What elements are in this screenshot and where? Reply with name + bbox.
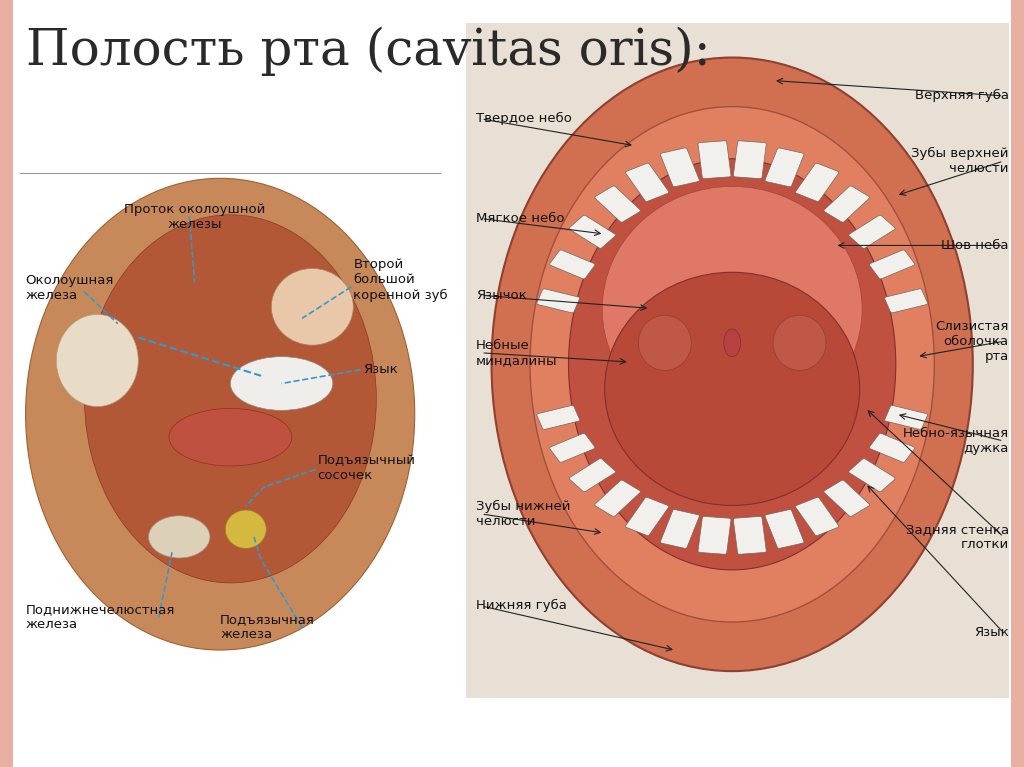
Ellipse shape [773, 315, 826, 370]
Text: Шов неба: Шов неба [941, 239, 1009, 252]
Text: Подъязычная
железа: Подъязычная железа [220, 614, 315, 641]
FancyBboxPatch shape [698, 141, 731, 179]
FancyBboxPatch shape [765, 148, 804, 187]
Ellipse shape [492, 58, 973, 671]
FancyBboxPatch shape [765, 509, 804, 548]
FancyBboxPatch shape [550, 433, 595, 463]
Ellipse shape [602, 186, 862, 432]
FancyBboxPatch shape [885, 406, 928, 430]
FancyBboxPatch shape [595, 480, 641, 516]
Text: Нижняя губа: Нижняя губа [476, 599, 567, 613]
Text: Мягкое небо: Мягкое небо [476, 212, 564, 225]
Text: Околоушная
железа: Околоушная железа [26, 274, 114, 301]
FancyBboxPatch shape [885, 288, 928, 313]
Text: Язык: Язык [974, 627, 1009, 639]
Text: Зубы верхней
челюсти: Зубы верхней челюсти [911, 147, 1009, 175]
Ellipse shape [26, 179, 415, 650]
Text: Язычок: Язычок [476, 289, 527, 301]
FancyBboxPatch shape [626, 163, 669, 202]
FancyBboxPatch shape [660, 148, 699, 187]
Text: Небно-язычная
дужка: Небно-язычная дужка [902, 427, 1009, 455]
Ellipse shape [638, 315, 691, 370]
FancyBboxPatch shape [569, 216, 615, 249]
FancyBboxPatch shape [626, 497, 669, 535]
Text: Полость рта (cavitas oris):: Полость рта (cavitas oris): [26, 27, 711, 77]
Ellipse shape [169, 408, 292, 466]
Bar [466, 23, 1009, 698]
Ellipse shape [568, 159, 896, 570]
FancyBboxPatch shape [595, 186, 641, 222]
Ellipse shape [271, 268, 353, 345]
FancyBboxPatch shape [869, 433, 914, 463]
Text: Слизистая
оболочка
рта: Слизистая оболочка рта [935, 320, 1009, 363]
Ellipse shape [530, 107, 934, 622]
FancyBboxPatch shape [698, 516, 731, 555]
Bar [0, 0, 13, 767]
Text: Подъязычный
сосочек: Подъязычный сосочек [317, 454, 416, 482]
Text: Твердое небо: Твердое небо [476, 112, 572, 126]
FancyBboxPatch shape [733, 516, 766, 555]
FancyBboxPatch shape [537, 406, 580, 430]
Text: Язык: Язык [364, 364, 398, 376]
FancyBboxPatch shape [796, 497, 839, 535]
Text: Зубы нижней
челюсти: Зубы нижней челюсти [476, 500, 570, 528]
Ellipse shape [604, 272, 860, 505]
Text: Поднижнечелюстная
железа: Поднижнечелюстная железа [26, 604, 175, 631]
Text: Второй
большой
коренной зуб: Второй большой коренной зуб [353, 258, 447, 301]
FancyBboxPatch shape [849, 216, 895, 249]
FancyBboxPatch shape [550, 250, 595, 279]
Ellipse shape [724, 329, 740, 357]
Ellipse shape [148, 515, 210, 558]
Ellipse shape [225, 510, 266, 548]
FancyBboxPatch shape [733, 141, 766, 179]
FancyBboxPatch shape [849, 459, 895, 492]
Bar [1011, 0, 1024, 767]
FancyBboxPatch shape [869, 250, 914, 279]
FancyBboxPatch shape [796, 163, 839, 202]
FancyBboxPatch shape [537, 288, 580, 313]
Text: Верхняя губа: Верхняя губа [914, 89, 1009, 103]
Text: Задняя стенка
глотки: Задняя стенка глотки [905, 523, 1009, 551]
Text: Проток околоушной
железы: Проток околоушной железы [124, 203, 265, 232]
Ellipse shape [84, 215, 377, 583]
FancyBboxPatch shape [823, 480, 869, 516]
FancyBboxPatch shape [569, 459, 615, 492]
FancyBboxPatch shape [660, 509, 699, 548]
Text: Небные
миндалины: Небные миндалины [476, 339, 558, 367]
FancyBboxPatch shape [823, 186, 869, 222]
Ellipse shape [230, 357, 333, 410]
Ellipse shape [56, 314, 138, 407]
